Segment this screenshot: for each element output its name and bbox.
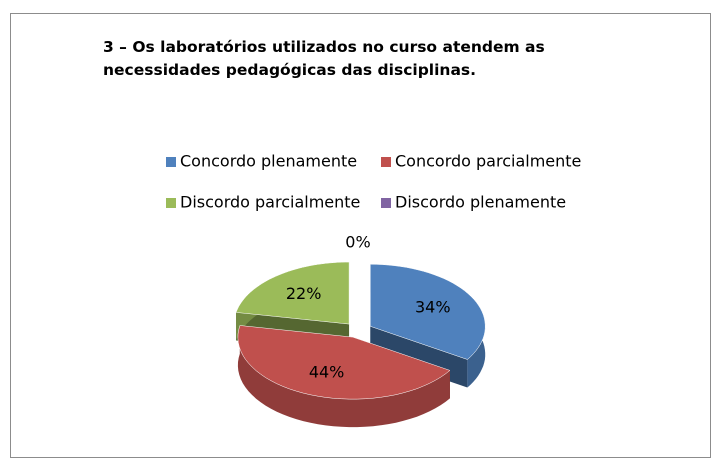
legend-swatch: [166, 198, 176, 208]
slice: [370, 264, 486, 360]
data-label: 22%: [286, 284, 322, 303]
legend-label: Concordo parcialmente: [395, 152, 581, 171]
slice-side: [237, 325, 450, 428]
legend-label: Discordo parcialmente: [180, 193, 360, 212]
data-label: 0%: [345, 233, 370, 252]
slice: [235, 261, 350, 325]
legend-swatch: [166, 157, 176, 167]
slice: [237, 325, 451, 400]
data-label: 44%: [309, 362, 345, 381]
legend-swatch: [381, 198, 391, 208]
legend-label: Concordo plenamente: [180, 152, 357, 171]
legend-label: Discordo plenamente: [395, 193, 566, 212]
chart-title: 3 – Os laboratórios utilizados no curso …: [103, 38, 545, 79]
legend-swatch: [381, 157, 391, 167]
data-label: 34%: [415, 297, 451, 316]
